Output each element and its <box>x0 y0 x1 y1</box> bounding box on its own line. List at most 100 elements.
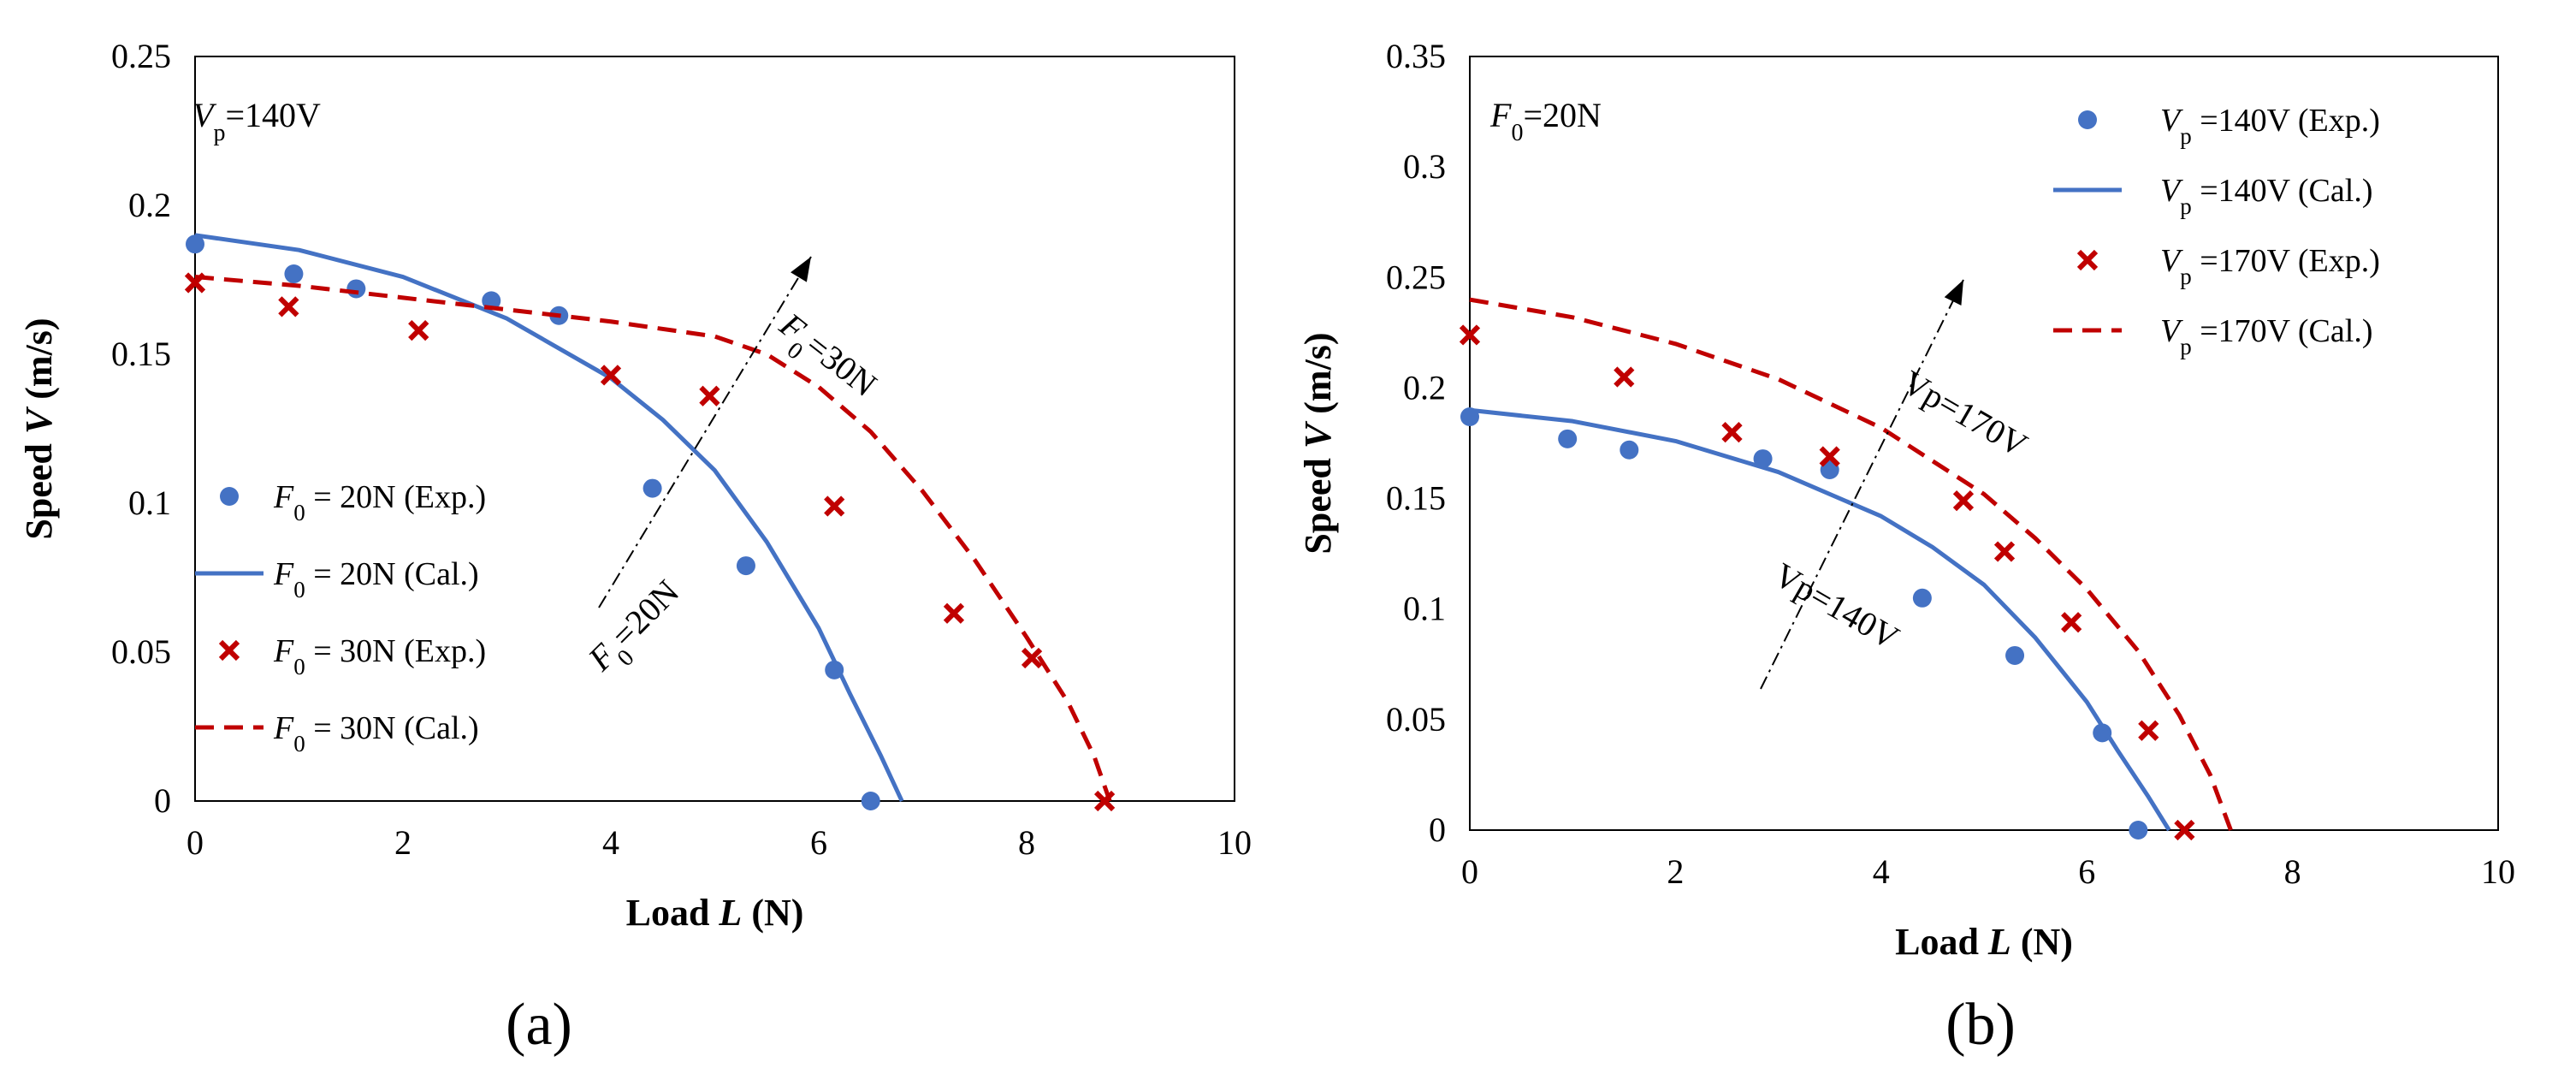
legend-symbol-circle <box>2078 110 2097 129</box>
subscript: p <box>2180 123 2192 149</box>
x-axis-title-var: L <box>1987 921 2011 963</box>
legend-label: Vp =170V (Exp.) <box>2160 243 2380 289</box>
legend-item: Vp =170V (Exp.) <box>2076 243 2380 289</box>
variable: F <box>273 556 294 592</box>
data-point-cross <box>699 385 720 406</box>
legend-symbol-cross <box>2076 249 2099 271</box>
x-axis-title-pre: Load <box>1895 921 1988 963</box>
marker-x-stroke <box>1819 446 1840 467</box>
value-text: =140V <box>225 96 321 134</box>
data-point-circle <box>2129 821 2148 840</box>
subscript: p <box>2180 193 2192 219</box>
legend-item: F0 = 30N (Cal.) <box>195 710 479 757</box>
subscript: 0 <box>293 731 305 757</box>
marker-x-stroke <box>1614 366 1635 388</box>
value-text: =140V (Exp.) <box>2192 103 2380 139</box>
data-point-circle <box>1912 588 1932 608</box>
legend-label: Vp =140V (Cal.) <box>2160 173 2372 219</box>
series-line-solid <box>194 233 904 803</box>
data-point-cross <box>1614 366 1635 388</box>
legend: F0 = 20N (Exp.)F0 = 20N (Cal.)F0 = 30N (… <box>195 479 486 757</box>
x-tick-label: 0 <box>1461 852 1478 891</box>
x-tick-label: 8 <box>2284 852 2301 891</box>
data-point-cross <box>1459 324 1481 346</box>
y-tick-label: 0.35 <box>1386 37 1446 75</box>
x-tick-label: 8 <box>1018 823 1035 862</box>
marker-x-stroke <box>824 495 845 517</box>
x-tick-label: 6 <box>810 823 827 862</box>
marker-x-stroke <box>1993 541 2016 562</box>
marker-x-stroke <box>2061 612 2082 633</box>
data-point-cross <box>943 602 965 624</box>
value-text: =140V (Cal.) <box>2192 173 2373 209</box>
legend-label: Vp =170V (Cal.) <box>2160 313 2372 359</box>
y-axis-title: Speed V (m/s) <box>1297 332 1339 554</box>
variable: F <box>273 633 294 669</box>
series-4 <box>1469 297 2233 831</box>
variable: F <box>273 479 294 515</box>
x-axis-title: Load L (N) <box>626 892 804 934</box>
legend-label: F0 = 30N (Exp.) <box>273 633 486 679</box>
y-tick-label: 0.2 <box>128 186 171 224</box>
marker-x-stroke <box>1094 790 1116 812</box>
y-tick-label: 0 <box>1429 810 1446 849</box>
subscript: 0 <box>293 577 305 602</box>
data-point-cross <box>408 320 429 341</box>
value-text: =20N <box>1523 96 1601 134</box>
x-axis-title: Load L (N) <box>1895 921 2073 963</box>
y-tick-label: 0.15 <box>1386 479 1446 518</box>
data-point-circle <box>2005 645 2025 665</box>
plot-area-frame <box>194 56 1235 802</box>
subscript: p <box>213 120 225 146</box>
data-point-cross <box>1819 446 1840 467</box>
subscript: 0 <box>293 654 305 679</box>
marker-x-stroke <box>218 639 240 662</box>
x-axis-title-var: L <box>718 892 742 934</box>
y-axis-title: Speed V (m/s) <box>18 317 60 539</box>
legend-symbol-cross <box>218 639 240 662</box>
panel-label: (a) <box>506 992 572 1058</box>
y-axis-title-var: V <box>1297 420 1339 448</box>
trend-arrow-head <box>1944 280 1963 306</box>
series-3 <box>1459 324 2195 841</box>
subscript: 0 <box>1511 120 1523 146</box>
plot-area-frame <box>1469 56 2499 831</box>
condition-annotation: Vp=140V <box>192 96 321 146</box>
marker-x-stroke <box>600 365 622 386</box>
marker-x-stroke <box>278 296 299 317</box>
data-point-circle <box>643 478 662 498</box>
legend-item: Vp =140V (Exp.) <box>2078 103 2380 149</box>
data-point-circle <box>186 234 204 254</box>
x-tick-label: 2 <box>1667 852 1684 891</box>
series-line-solid <box>1469 407 2171 832</box>
subscript: p <box>2180 264 2192 289</box>
y-tick-label: 0.25 <box>111 37 171 75</box>
x-tick-label: 4 <box>1873 852 1890 891</box>
legend-label: F0 = 30N (Cal.) <box>273 710 479 757</box>
variable: V <box>2160 243 2183 279</box>
value-text: = 20N (Exp.) <box>305 479 486 515</box>
trend-arrow-line <box>598 256 812 608</box>
y-tick-label: 0.2 <box>1403 368 1446 406</box>
x-tick-label: 0 <box>187 823 204 862</box>
y-axis-title-var: V <box>18 406 60 434</box>
data-point-cross <box>1021 647 1043 669</box>
marker-x-stroke <box>1721 421 1743 443</box>
legend: Vp =140V (Exp.) Vp =140V (Cal.) Vp =170V (… <box>2053 103 2380 359</box>
marker-x-stroke <box>699 385 720 406</box>
y-tick-label: 0.25 <box>1386 258 1446 296</box>
legend-label: F0 = 20N (Cal.) <box>273 556 479 602</box>
y-tick-label: 0.05 <box>1386 700 1446 739</box>
x-axis-title-post: (N) <box>742 892 803 934</box>
x-tick-label: 4 <box>602 823 619 862</box>
series-3 <box>184 272 1116 812</box>
y-axis-title-pre: Speed <box>18 434 60 539</box>
legend-item: Vp =140V (Cal.) <box>2053 173 2372 219</box>
value-text: = 20N (Cal.) <box>305 556 479 592</box>
data-point-cross <box>824 495 845 517</box>
x-axis-title-pre: Load <box>626 892 720 934</box>
variable: F <box>1489 96 1512 134</box>
legend-item: Vp =170V (Cal.) <box>2053 313 2372 359</box>
variable: V <box>2160 313 2183 349</box>
